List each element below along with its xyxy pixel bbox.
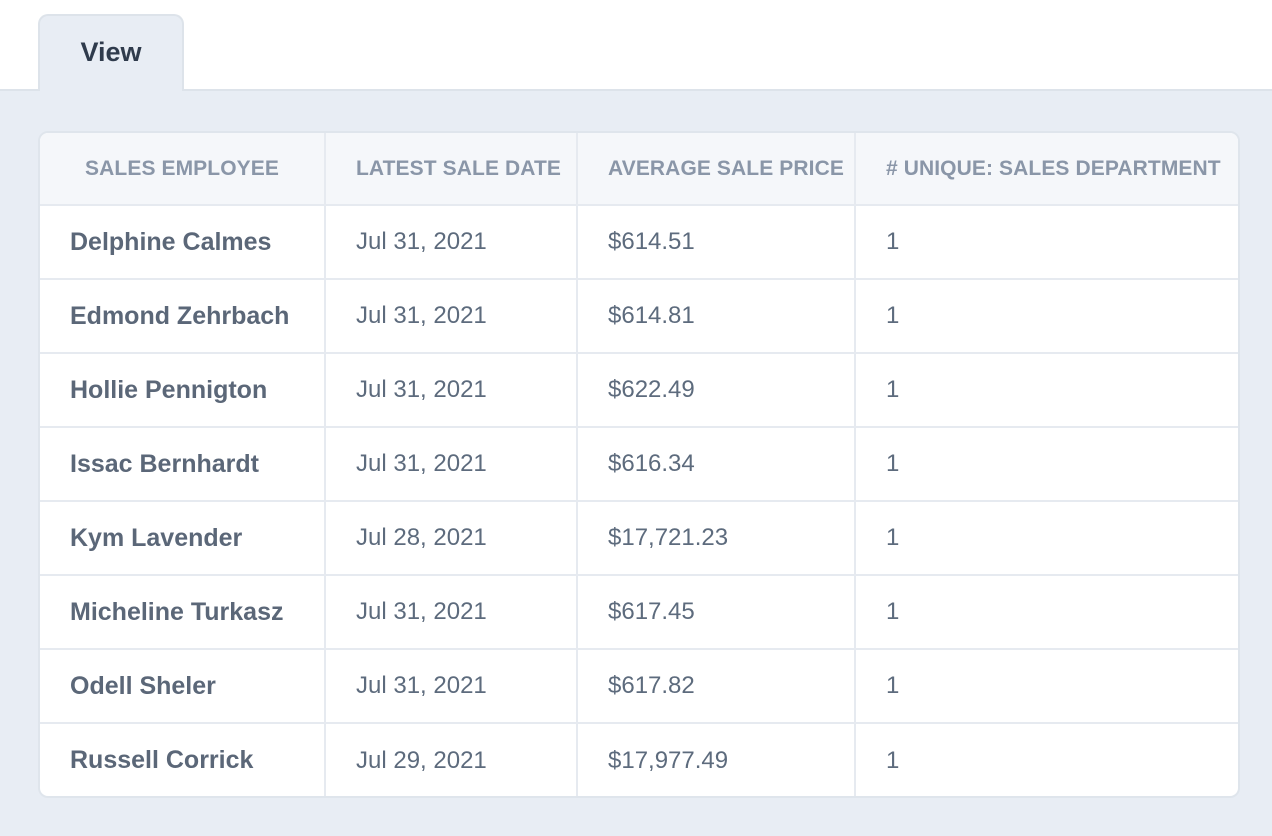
unique-department-count-cell: 1 [855, 353, 1238, 428]
average-sale-price-cell: $622.49 [577, 353, 856, 428]
latest-sale-date-cell: Jul 31, 2021 [325, 205, 578, 280]
column-header-sales-employee[interactable]: SALES EMPLOYEE [40, 133, 326, 206]
latest-sale-date-cell: Jul 28, 2021 [325, 501, 578, 576]
table-row[interactable]: Odell Sheler Jul 31, 2021 $617.82 1 [40, 649, 1238, 724]
content-area: SALES EMPLOYEE LATEST SALE DATE AVERAGE … [0, 91, 1272, 836]
table-row[interactable]: Issac Bernhardt Jul 31, 2021 $616.34 1 [40, 427, 1238, 502]
average-sale-price-cell: $614.81 [577, 279, 856, 354]
employee-name-cell: Odell Sheler [40, 649, 326, 724]
employee-name-cell: Hollie Pennigton [40, 353, 326, 428]
tab-view[interactable]: View [38, 14, 184, 93]
column-header-latest-sale-date[interactable]: LATEST SALE DATE [325, 133, 578, 206]
unique-department-count-cell: 1 [855, 575, 1238, 650]
tab-view-label: View [80, 37, 142, 67]
tab-bar: View [0, 0, 1272, 93]
table-body: Delphine Calmes Jul 31, 2021 $614.51 1 Edmon… [40, 205, 1238, 796]
table-row[interactable]: Kym Lavender Jul 28, 2021 $17,721.23 1 [40, 501, 1238, 576]
employee-name-cell: Edmond Zehrbach [40, 279, 326, 354]
latest-sale-date-cell: Jul 31, 2021 [325, 427, 578, 502]
average-sale-price-cell: $17,977.49 [577, 723, 856, 796]
unique-department-count-cell: 1 [855, 205, 1238, 280]
latest-sale-date-cell: Jul 31, 2021 [325, 279, 578, 354]
employee-name-cell: Russell Corrick [40, 723, 326, 796]
average-sale-price-cell: $617.45 [577, 575, 856, 650]
sales-table: SALES EMPLOYEE LATEST SALE DATE AVERAGE … [40, 133, 1238, 796]
employee-name-cell: Micheline Turkasz [40, 575, 326, 650]
table-row[interactable]: Edmond Zehrbach Jul 31, 2021 $614.81 1 [40, 279, 1238, 354]
unique-department-count-cell: 1 [855, 649, 1238, 724]
unique-department-count-cell: 1 [855, 427, 1238, 502]
average-sale-price-cell: $616.34 [577, 427, 856, 502]
latest-sale-date-cell: Jul 31, 2021 [325, 575, 578, 650]
employee-name-cell: Issac Bernhardt [40, 427, 326, 502]
column-header-unique-sales-department[interactable]: # UNIQUE: SALES DEPARTMENT [855, 133, 1238, 206]
employee-name-cell: Kym Lavender [40, 501, 326, 576]
average-sale-price-cell: $17,721.23 [577, 501, 856, 576]
unique-department-count-cell: 1 [855, 279, 1238, 354]
unique-department-count-cell: 1 [855, 501, 1238, 576]
latest-sale-date-cell: Jul 29, 2021 [325, 723, 578, 796]
table-row[interactable]: Micheline Turkasz Jul 31, 2021 $617.45 1 [40, 575, 1238, 650]
table-row[interactable]: Russell Corrick Jul 29, 2021 $17,977.49 1 [40, 723, 1238, 796]
latest-sale-date-cell: Jul 31, 2021 [325, 649, 578, 724]
average-sale-price-cell: $617.82 [577, 649, 856, 724]
table-row[interactable]: Delphine Calmes Jul 31, 2021 $614.51 1 [40, 205, 1238, 280]
table-row[interactable]: Hollie Pennigton Jul 31, 2021 $622.49 1 [40, 353, 1238, 428]
unique-department-count-cell: 1 [886, 746, 900, 774]
employee-name-cell: Delphine Calmes [40, 205, 326, 280]
average-sale-price-cell: $614.51 [577, 205, 856, 280]
column-header-average-sale-price[interactable]: AVERAGE SALE PRICE [577, 133, 856, 206]
table-header-row: SALES EMPLOYEE LATEST SALE DATE AVERAGE … [40, 133, 1238, 206]
latest-sale-date-cell: Jul 31, 2021 [325, 353, 578, 428]
data-table-card: SALES EMPLOYEE LATEST SALE DATE AVERAGE … [38, 131, 1240, 798]
